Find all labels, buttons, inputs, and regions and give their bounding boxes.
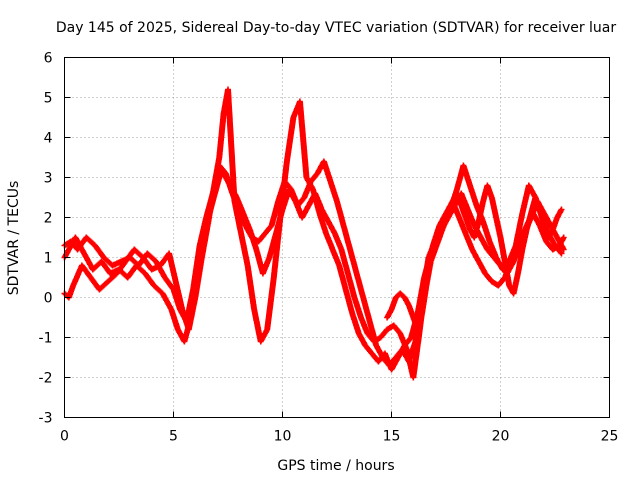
- series-markers-trace-c: [61, 86, 565, 373]
- y-tick-label: 5: [44, 91, 53, 107]
- y-tick-label: 2: [44, 211, 53, 227]
- axis-ticks: [64, 57, 610, 418]
- y-tick-label: -1: [39, 331, 53, 347]
- y-tick-labels: -3 -2 -1 0 1 2 3 4 5 6: [39, 51, 53, 427]
- x-tick-label: 20: [492, 429, 510, 445]
- y-tick-label: 1: [44, 251, 53, 267]
- x-tick-labels: 0 5 10 15 20 25: [60, 429, 618, 445]
- series-markers-trace-d: [384, 182, 565, 333]
- x-axis-title: GPS time / hours: [277, 458, 394, 474]
- y-tick-label: -3: [39, 411, 53, 427]
- y-tick-label: 0: [44, 291, 53, 307]
- data-markers: [61, 86, 567, 381]
- x-tick-label: 5: [169, 429, 178, 445]
- y-tick-label: -2: [39, 371, 53, 387]
- y-tick-label: 3: [44, 171, 53, 187]
- x-tick-label: 15: [383, 429, 401, 445]
- y-axis-title: SDTVAR / TECUs: [6, 181, 22, 296]
- chart-title: Day 145 of 2025, Sidereal Day-to-day VTE…: [56, 20, 617, 36]
- x-tick-label: 0: [60, 429, 69, 445]
- x-tick-label: 10: [274, 429, 292, 445]
- y-tick-label: 6: [44, 51, 53, 67]
- y-tick-label: 4: [44, 131, 53, 147]
- x-tick-label: 25: [601, 429, 619, 445]
- plot-frame: [64, 57, 610, 418]
